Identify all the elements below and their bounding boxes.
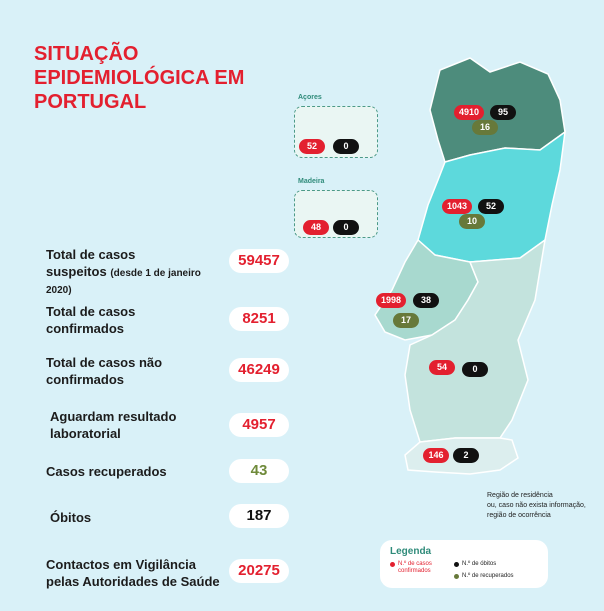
stat-value-confirmed: 8251 [229, 307, 289, 331]
centro-confirmed-badge: 1043 [442, 199, 473, 214]
stat-label-line: pelas Autoridades de Saúde [46, 574, 220, 589]
stat-label-line: Contactos em Vigilância [46, 557, 197, 572]
centro-recovered-badge: 10 [459, 214, 485, 229]
stat-label-not-confirmed: Total de casos não confirmados [46, 354, 162, 388]
madeira-label: Madeira [298, 178, 325, 185]
stat-note-2: 2020) [46, 285, 72, 296]
madeira-confirmed-badge: 48 [303, 220, 329, 235]
norte-recovered-badge: 16 [472, 120, 498, 135]
stat-label-confirmed: Total de casos confirmados [46, 303, 135, 337]
legend-title: Legenda [390, 546, 432, 557]
legend-confirmed-dot [390, 562, 395, 567]
title-line-2: EPIDEMIOLÓGICA EM [34, 67, 245, 89]
stat-value-deaths: 187 [229, 504, 289, 528]
azores-label: Açores [298, 94, 322, 101]
alentejo-deaths-badge: 0 [462, 362, 488, 377]
stat-label-line: Total de casos não [46, 355, 163, 370]
lisboa-deaths-badge: 38 [413, 293, 439, 308]
page-title: SITUAÇÃO EPIDEMIOLÓGICA EM PORTUGAL [34, 42, 244, 114]
stat-label-line: Óbitos [50, 510, 92, 525]
legend-confirmed: N.º de casos confirmados [398, 561, 432, 575]
title-line-1: SITUAÇÃO [34, 43, 139, 65]
stat-label-line: Casos recuperados [46, 464, 167, 479]
stat-value-contacts: 20275 [229, 559, 289, 583]
footnote-line: Região de residência [487, 492, 553, 499]
stat-label-deaths: Óbitos [50, 509, 91, 526]
stat-note: (desde 1 de janeiro [110, 268, 201, 279]
stat-label-line: confirmados [46, 321, 125, 336]
legend-recovered: N.º de recuperados [462, 573, 514, 579]
azores-deaths-badge: 0 [333, 139, 359, 154]
stat-label-line: Aguardam resultado [50, 409, 177, 424]
stat-label-line: suspeitos [46, 264, 107, 279]
stat-value-recovered: 43 [229, 459, 289, 483]
alentejo-confirmed-badge: 54 [429, 360, 455, 375]
centro-deaths-badge: 52 [478, 199, 504, 214]
stat-label-suspected: Total de casos suspeitos (desde 1 de jan… [46, 246, 201, 299]
stat-label-line: Total de casos [46, 304, 136, 319]
stat-label-line: laboratorial [50, 426, 121, 441]
stat-label-recovered: Casos recuperados [46, 463, 167, 480]
lisboa-recovered-badge: 17 [393, 313, 419, 328]
title-line-3: PORTUGAL [34, 91, 147, 113]
legend-deaths-dot [454, 562, 459, 567]
norte-confirmed-badge: 4910 [454, 105, 485, 120]
lisboa-confirmed-badge: 1998 [376, 293, 407, 308]
algarve-confirmed-badge: 146 [423, 448, 449, 463]
legend-confirmed-line2: confirmados [398, 568, 431, 574]
stat-label-line: confirmados [46, 372, 125, 387]
legend-recovered-dot [454, 574, 459, 579]
stat-label-line: Total de casos [46, 247, 136, 262]
footnote-line: região de ocorrência [487, 512, 551, 519]
norte-deaths-badge: 95 [490, 105, 516, 120]
algarve-deaths-badge: 2 [453, 448, 479, 463]
footnote: Região de residência ou, caso não exista… [487, 491, 586, 521]
stat-label-awaiting: Aguardam resultado laboratorial [50, 408, 176, 442]
madeira-deaths-badge: 0 [333, 220, 359, 235]
footnote-line: ou, caso não exista informação, [487, 502, 586, 509]
azores-confirmed-badge: 52 [299, 139, 325, 154]
legend-confirmed-line1: N.º de casos [398, 561, 432, 567]
stat-value-suspected: 59457 [229, 249, 289, 273]
stat-value-awaiting: 4957 [229, 413, 289, 437]
legend: Legenda N.º de casos confirmados N.º de … [380, 540, 548, 588]
legend-deaths: N.º de óbitos [462, 561, 497, 567]
stat-value-not-confirmed: 46249 [229, 358, 289, 382]
stat-label-contacts: Contactos em Vigilância pelas Autoridade… [46, 556, 220, 590]
